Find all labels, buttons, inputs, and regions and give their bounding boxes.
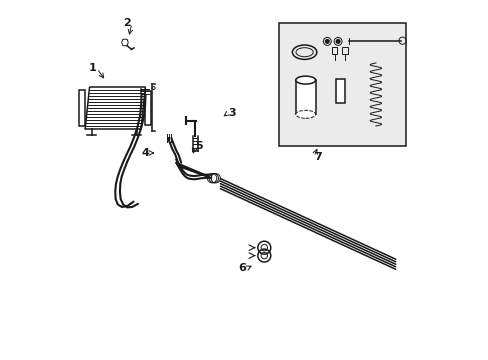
Bar xyxy=(295,80,315,114)
Ellipse shape xyxy=(295,76,315,84)
Circle shape xyxy=(325,40,328,43)
Bar xyxy=(342,47,347,54)
Circle shape xyxy=(336,40,339,43)
Text: 5: 5 xyxy=(195,141,203,151)
Text: 7: 7 xyxy=(314,152,322,162)
Bar xyxy=(145,91,150,125)
Bar xyxy=(331,47,336,54)
Bar xyxy=(79,90,85,126)
Ellipse shape xyxy=(292,45,316,59)
Text: 6: 6 xyxy=(238,263,246,273)
Bar xyxy=(278,23,406,146)
Text: 2: 2 xyxy=(123,18,131,28)
Text: 1: 1 xyxy=(88,63,96,73)
Bar xyxy=(336,79,345,103)
Ellipse shape xyxy=(295,110,315,118)
Ellipse shape xyxy=(295,48,313,57)
Text: 4: 4 xyxy=(141,148,149,158)
Text: 3: 3 xyxy=(227,108,235,118)
